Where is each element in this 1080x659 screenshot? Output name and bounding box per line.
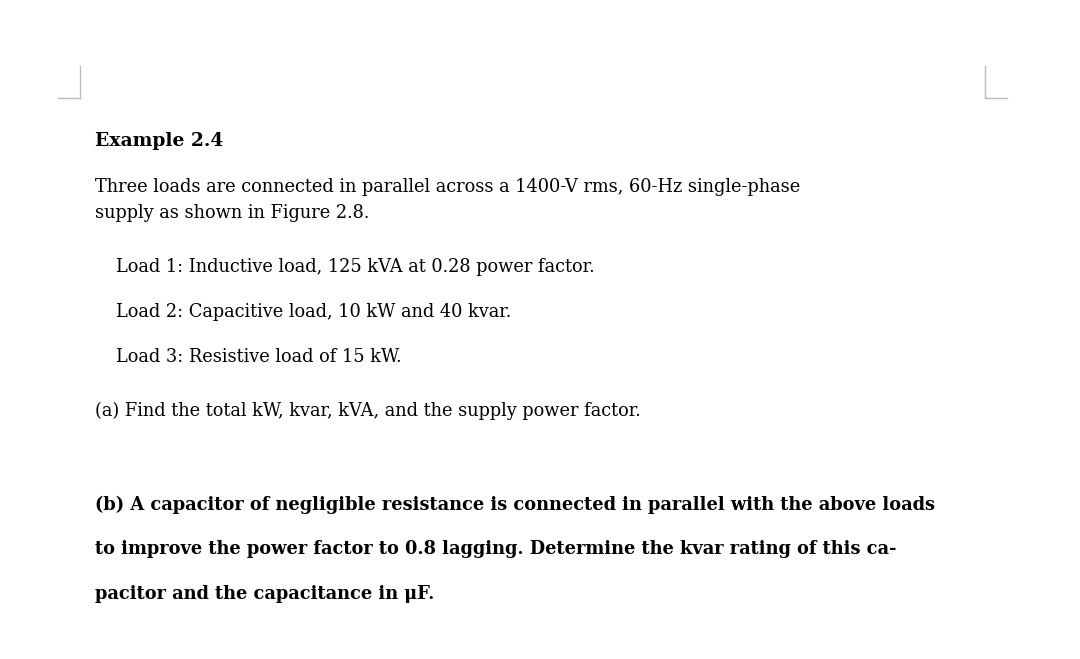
Text: (a) Find the total kW, kvar, kVA, and the supply power factor.: (a) Find the total kW, kvar, kVA, and th… <box>95 402 640 420</box>
Text: Three loads are connected in parallel across a 1400-V rms, 60-Hz single-phase
su: Three loads are connected in parallel ac… <box>95 178 800 222</box>
Text: pacitor and the capacitance in μF.: pacitor and the capacitance in μF. <box>95 585 434 603</box>
Text: Example 2.4: Example 2.4 <box>95 132 224 150</box>
Text: (b) A capacitor of negligible resistance is connected in parallel with the above: (b) A capacitor of negligible resistance… <box>95 496 935 514</box>
Text: Load 3: Resistive load of 15 kW.: Load 3: Resistive load of 15 kW. <box>116 348 401 366</box>
Text: Load 2: Capacitive load, 10 kW and 40 kvar.: Load 2: Capacitive load, 10 kW and 40 kv… <box>116 303 511 321</box>
Text: to improve the power factor to 0.8 lagging. Determine the kvar rating of this ca: to improve the power factor to 0.8 laggi… <box>95 540 896 558</box>
Text: Load 1: Inductive load, 125 kVA at 0.28 power factor.: Load 1: Inductive load, 125 kVA at 0.28 … <box>116 258 594 276</box>
